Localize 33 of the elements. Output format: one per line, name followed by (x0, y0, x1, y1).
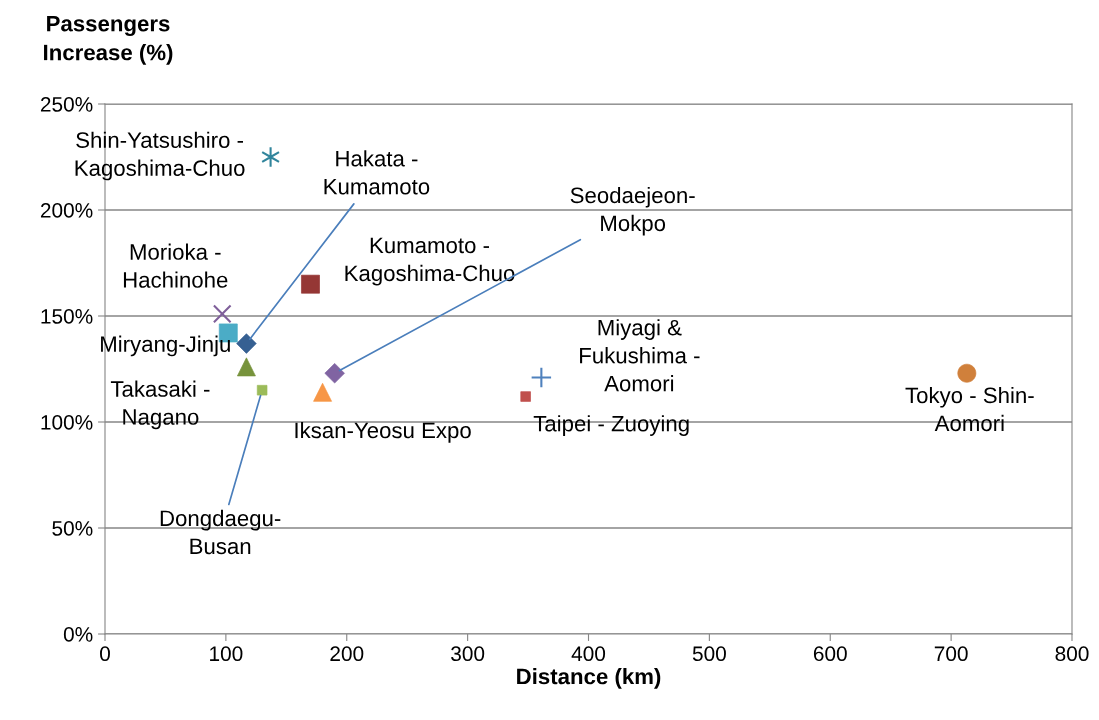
series-label: Miyagi & Fukushima - Aomori (580, 319, 700, 392)
y-tick-label: 50% (52, 521, 93, 536)
series-label: Shin-Yatsushiro - Kagoshima-Chuo (75, 131, 245, 181)
x-tick-label: 800 (1055, 646, 1089, 662)
text: Seodaejeon- Mokpo (570, 186, 695, 236)
series-label: Miryang-Jinju (101, 335, 230, 357)
series-label: Taipei - Zuoying (533, 415, 689, 436)
series-label: Morioka - Hachinohe (123, 243, 228, 288)
series-label: Takasaki - Nagano (110, 380, 210, 430)
y-tick-label: 250% (40, 97, 93, 112)
x-tick-label: 200 (330, 646, 364, 662)
y-axis-title: Passengers Increase (%) (44, 15, 173, 65)
x-tick-label: 100 (210, 646, 243, 662)
x-tick-label: 400 (571, 646, 606, 662)
x-axis-title: Distance (km) (517, 668, 661, 689)
y-tick-label: 0% (63, 627, 93, 642)
x-tick-label: 600 (813, 646, 847, 662)
y-tick-label: 150% (41, 309, 93, 324)
series-label: Kumamoto - Kagoshima-Chuo (345, 237, 515, 286)
point (212, 304, 232, 324)
y-tick-label: 100% (41, 415, 93, 430)
x-tick-label: 500 (692, 646, 726, 662)
point (301, 274, 320, 294)
point (530, 366, 553, 389)
series-label: Iksan-Yeosu Expo (295, 421, 471, 443)
text: Hakata - Kumamoto (324, 150, 430, 195)
x-tick-label: 0 (100, 646, 110, 662)
x-tick-label: 700 (934, 646, 968, 662)
text: Dongdaegu- Busan (160, 509, 281, 555)
series-label: Tokyo - Shin- Aomori (905, 386, 1034, 432)
x-tick-label: 300 (451, 646, 485, 662)
y-tick-label: 200% (40, 203, 93, 218)
point (261, 146, 281, 168)
